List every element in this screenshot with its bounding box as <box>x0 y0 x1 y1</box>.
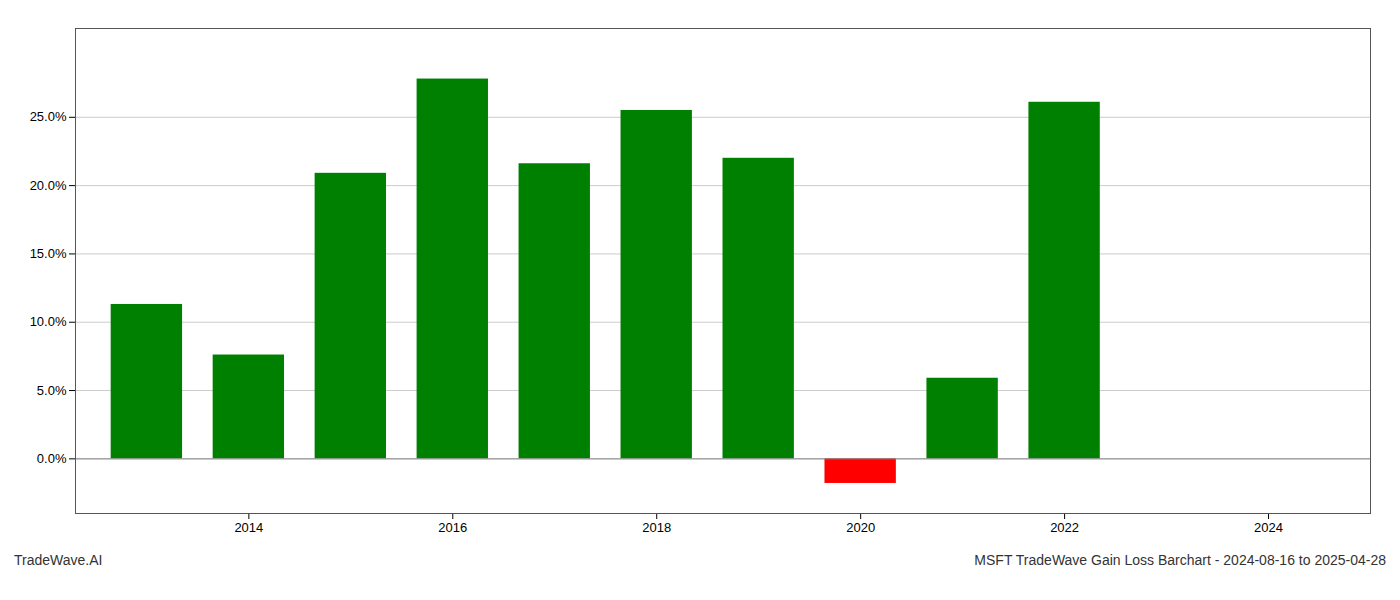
html-text:MSFT TradeWave Gain Loss Barch: MSFT TradeWave Gain Loss Barchart - 2024… <box>974 552 1386 568</box>
svg-text:2024: 2024 <box>1254 520 1283 535</box>
svg-text:5.0%: 5.0% <box>37 383 67 398</box>
svg-text:2018: 2018 <box>642 520 671 535</box>
html-text:TradeWave.AI: TradeWave.AI <box>14 552 103 568</box>
svg-text:20.0%: 20.0% <box>30 178 67 193</box>
svg-text:25.0%: 25.0% <box>30 109 67 124</box>
svg-text:15.0%: 15.0% <box>30 246 67 261</box>
svg-text:10.0%: 10.0% <box>30 314 67 329</box>
svg-text:2014: 2014 <box>234 520 263 535</box>
svg-text:2022: 2022 <box>1050 520 1079 535</box>
svg-text:0.0%: 0.0% <box>37 451 67 466</box>
svg-text:2016: 2016 <box>438 520 467 535</box>
svg-text:2020: 2020 <box>846 520 875 535</box>
